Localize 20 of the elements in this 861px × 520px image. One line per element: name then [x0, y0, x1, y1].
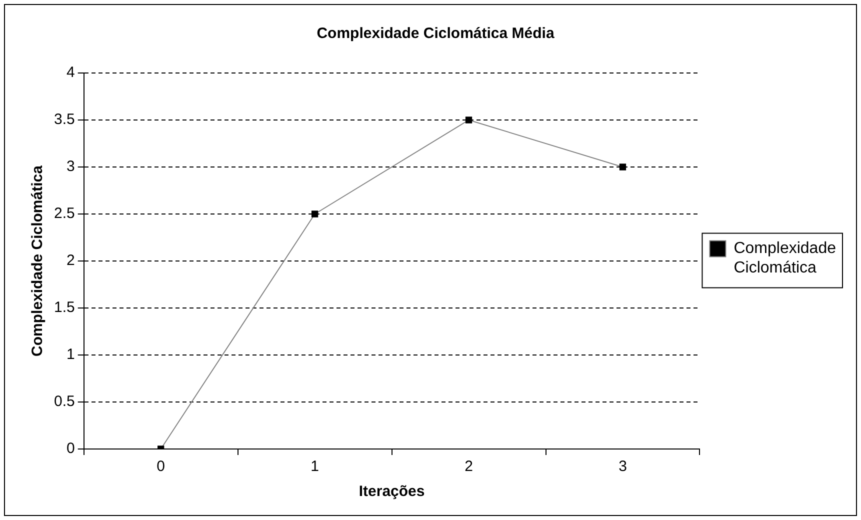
- y-tick-label: 3.5: [54, 111, 75, 128]
- y-axis-title: Complexidade Ciclomática: [29, 164, 46, 356]
- legend-label: Complexidade Ciclomática: [734, 240, 836, 276]
- y-tick-label: 0: [66, 440, 75, 458]
- y-tick-label: 0.5: [54, 393, 75, 410]
- x-tick-label: 2: [464, 458, 473, 476]
- x-tick-label: 0: [156, 458, 166, 476]
- y-tick-label: 3: [66, 158, 75, 176]
- y-tick-label: 2.5: [54, 205, 75, 222]
- y-tick-label: 4: [66, 64, 75, 82]
- y-tick-label: 2: [66, 252, 75, 270]
- chart-title: Complexidade Ciclomática Média: [316, 25, 555, 42]
- x-tick-label: 3: [618, 458, 627, 476]
- x-tick-label: 1: [310, 458, 319, 476]
- x-axis-title: Iterações: [358, 483, 425, 500]
- point: [619, 164, 626, 170]
- y-tick-label: 1: [66, 346, 75, 364]
- y-tick-label: 1.5: [54, 299, 75, 316]
- point: [465, 116, 472, 124]
- point: [311, 210, 318, 218]
